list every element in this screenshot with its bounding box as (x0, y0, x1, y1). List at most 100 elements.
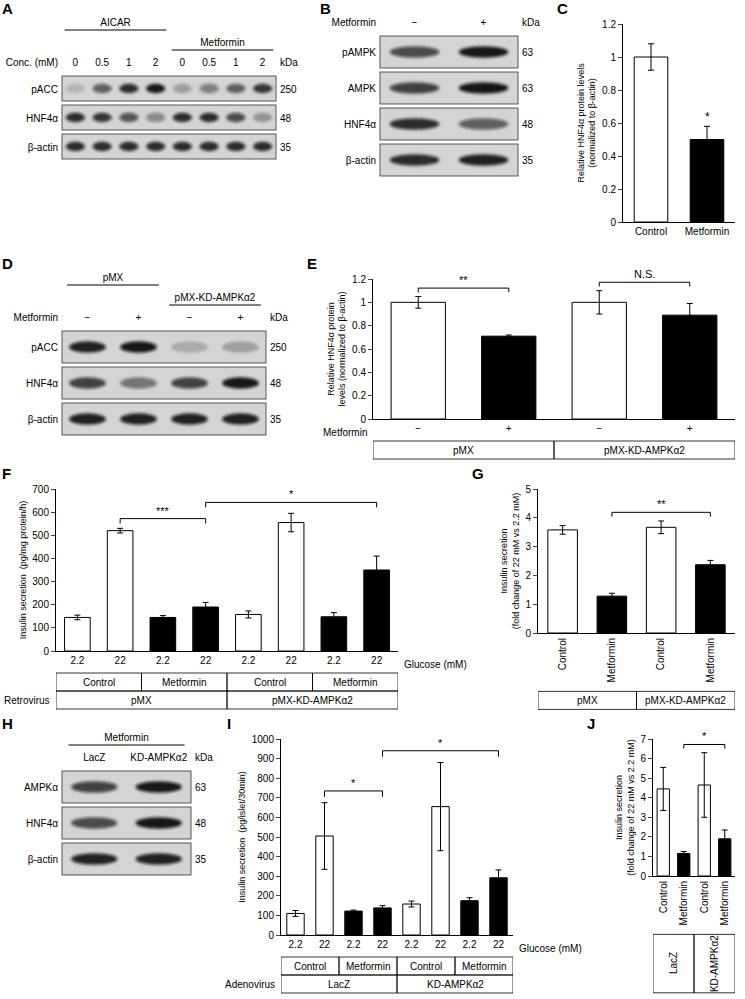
svg-text:700: 700 (32, 484, 49, 495)
svg-text:HNF4α: HNF4α (344, 119, 376, 130)
svg-text:β-actin: β-actin (28, 854, 58, 865)
svg-text:Conc. (mM): Conc. (mM) (6, 57, 58, 68)
svg-text:1: 1 (610, 52, 616, 63)
svg-text:100: 100 (257, 910, 274, 921)
svg-text:pACC: pACC (31, 342, 58, 353)
svg-text:0.5: 0.5 (202, 57, 216, 68)
svg-text:kDa: kDa (522, 17, 540, 28)
svg-text:0: 0 (525, 628, 531, 639)
svg-text:kDa: kDa (280, 57, 298, 68)
svg-text:3: 3 (525, 541, 531, 552)
svg-text:1: 1 (126, 57, 132, 68)
svg-text:−: − (596, 423, 602, 434)
svg-text:LacZ: LacZ (328, 979, 350, 990)
svg-text:Metformin: Metformin (200, 37, 244, 48)
svg-text:Adenovirus: Adenovirus (225, 979, 275, 990)
svg-text:β-actin: β-actin (28, 142, 58, 153)
svg-text:0.5: 0.5 (95, 57, 109, 68)
svg-text:63: 63 (522, 47, 534, 58)
svg-text:Control: Control (254, 677, 286, 688)
svg-text:800: 800 (257, 773, 274, 784)
svg-text:2.2: 2.2 (327, 655, 341, 666)
svg-text:HNF4α: HNF4α (26, 113, 58, 124)
svg-text:200: 200 (257, 890, 274, 901)
svg-text:0.6: 0.6 (352, 344, 366, 355)
svg-text:1.2: 1.2 (602, 19, 616, 30)
svg-text:Glucose (mM): Glucose (mM) (519, 943, 582, 954)
svg-text:kDa: kDa (270, 312, 288, 323)
svg-text:Metformin: Metformin (333, 677, 377, 688)
svg-text:300: 300 (257, 871, 274, 882)
svg-text:pMX-KD-AMPKα2: pMX-KD-AMPKα2 (604, 445, 685, 456)
svg-text:Insulin secretion (pg/islet/3: Insulin secretion (pg/islet/30min) (237, 771, 247, 903)
svg-text:5: 5 (525, 484, 531, 495)
svg-text:AMPKα: AMPKα (24, 782, 58, 793)
svg-text:N.S.: N.S. (634, 268, 655, 280)
svg-text:pMX: pMX (453, 445, 474, 456)
svg-text:7: 7 (640, 734, 646, 745)
svg-text:Insulin secretion(fold change: Insulin secretion(fold change of 22 mM v… (614, 739, 636, 876)
svg-text:Metformin: Metformin (685, 226, 729, 237)
svg-text:pMX: pMX (131, 695, 152, 706)
svg-text:Insulin secretion(fold change: Insulin secretion(fold change of 22 mM v… (499, 493, 521, 630)
svg-text:0: 0 (73, 57, 79, 68)
svg-text:3: 3 (640, 812, 646, 823)
svg-text:63: 63 (195, 782, 207, 793)
svg-text:Insulin secretion (pg/mg prot: Insulin secretion (pg/mg protein/h) (18, 501, 28, 640)
svg-text:−: − (187, 312, 193, 323)
svg-text:2: 2 (640, 831, 646, 842)
svg-text:300: 300 (32, 576, 49, 587)
svg-text:Metformin: Metformin (462, 961, 506, 972)
svg-text:22: 22 (493, 939, 505, 950)
svg-text:48: 48 (195, 818, 207, 829)
svg-text:KD-AMPKα2: KD-AMPKα2 (427, 979, 484, 990)
svg-text:+: + (238, 312, 244, 323)
svg-text:−: − (412, 17, 418, 28)
svg-text:pMX-KD-AMPKα2: pMX-KD-AMPKα2 (645, 695, 726, 706)
svg-text:400: 400 (257, 851, 274, 862)
svg-text:LacZ: LacZ (83, 752, 105, 763)
svg-text:*: * (702, 730, 707, 742)
svg-text:35: 35 (270, 414, 282, 425)
svg-text:+: + (687, 423, 693, 434)
svg-text:−: − (415, 423, 421, 434)
svg-text:900: 900 (257, 753, 274, 764)
svg-text:Metformin: Metformin (104, 732, 148, 743)
svg-text:pAMPK: pAMPK (342, 47, 376, 58)
svg-text:22: 22 (371, 655, 383, 666)
svg-text:250: 250 (270, 342, 287, 353)
svg-text:2.2: 2.2 (156, 655, 170, 666)
svg-text:0.2: 0.2 (602, 184, 616, 195)
svg-text:+: + (136, 312, 142, 323)
svg-text:4: 4 (640, 792, 646, 803)
svg-text:48: 48 (522, 119, 534, 130)
svg-text:600: 600 (257, 812, 274, 823)
svg-text:−: − (85, 312, 91, 323)
svg-text:48: 48 (270, 378, 282, 389)
svg-text:35: 35 (195, 854, 207, 865)
svg-text:1.2: 1.2 (352, 274, 366, 285)
svg-text:0: 0 (268, 930, 274, 941)
svg-text:HNF4α: HNF4α (26, 818, 58, 829)
svg-text:Metformin: Metformin (14, 312, 58, 323)
svg-text:200: 200 (32, 599, 49, 610)
svg-text:400: 400 (32, 553, 49, 564)
svg-text:***: *** (156, 505, 170, 517)
svg-text:KD-AMPKα2: KD-AMPKα2 (709, 935, 720, 992)
svg-text:Control: Control (83, 677, 115, 688)
svg-text:0.2: 0.2 (352, 390, 366, 401)
svg-text:700: 700 (257, 792, 274, 803)
svg-text:HNF4α: HNF4α (26, 378, 58, 389)
svg-text:Metformin: Metformin (705, 638, 716, 682)
svg-text:Metformin: Metformin (162, 677, 206, 688)
svg-text:Metformin: Metformin (332, 17, 376, 28)
svg-text:Control: Control (410, 961, 442, 972)
svg-text:1: 1 (640, 851, 646, 862)
svg-text:100: 100 (32, 622, 49, 633)
svg-text:pMX-KD-AMPKα2: pMX-KD-AMPKα2 (175, 292, 256, 303)
svg-text:0: 0 (640, 871, 646, 882)
svg-text:600: 600 (32, 507, 49, 518)
svg-text:2: 2 (525, 570, 531, 581)
svg-text:2.2: 2.2 (463, 939, 477, 950)
svg-text:AMPK: AMPK (348, 83, 377, 94)
